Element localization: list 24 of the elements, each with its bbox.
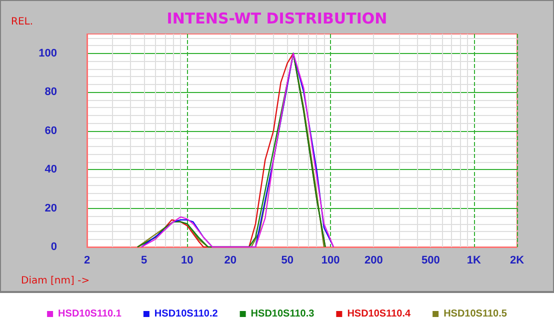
- x-tick-label: 100: [321, 254, 340, 266]
- x-tick-label: 20: [224, 254, 236, 266]
- legend-label: HSD10S110.1: [58, 308, 122, 320]
- y-tick-label: 80: [44, 86, 57, 98]
- x-tick-label: 200: [364, 254, 383, 266]
- legend-label: HSD10S110.5: [444, 308, 508, 320]
- y-tick-label: 100: [38, 47, 57, 60]
- legend-label: HSD10S110.2: [154, 308, 218, 320]
- x-tick-label: 50: [281, 254, 294, 266]
- legend-label: HSD10S110.3: [250, 308, 315, 320]
- chart-title: INTENS-WT DISTRIBUTION: [166, 10, 388, 28]
- y-tick-label: 0: [50, 241, 57, 253]
- y-tick-label: 60: [44, 124, 57, 137]
- x-tick-label: 500: [422, 254, 440, 266]
- x-tick-label: 2K: [510, 254, 524, 266]
- y-tick-label: 20: [44, 202, 57, 214]
- legend-label: HSD10S110.4: [347, 308, 412, 320]
- x-axis-title: Diam [nm] ->: [21, 276, 90, 286]
- x-tick-label: 10: [181, 254, 194, 266]
- y-tick-label: 40: [44, 164, 57, 176]
- x-tick-label: 2: [84, 254, 90, 266]
- x-tick-label: 5: [140, 254, 148, 266]
- x-tick-label: 1K: [466, 254, 481, 266]
- y-axis-title: REL.: [11, 16, 34, 28]
